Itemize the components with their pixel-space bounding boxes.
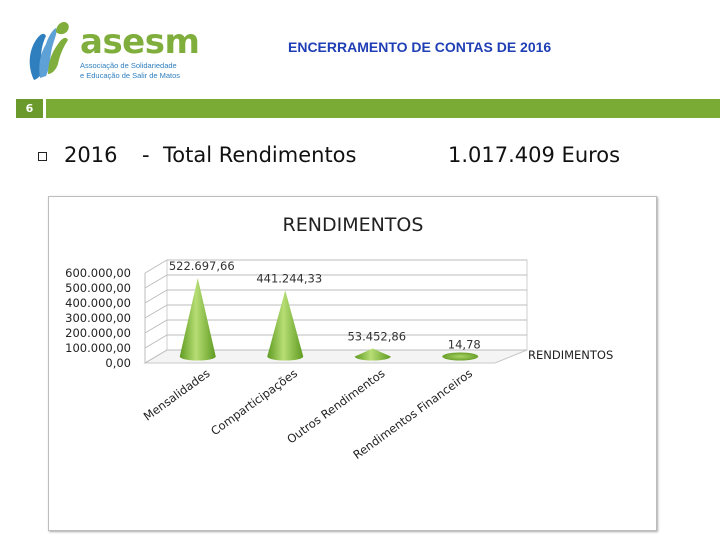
logo-wordmark: asesm — [80, 22, 200, 62]
chart-title: RENDIMENTOS — [283, 214, 424, 236]
summary-year: 2016 — [64, 143, 118, 167]
chart-cones — [179, 278, 479, 361]
y-tick-label: 500.000,00 — [65, 281, 131, 295]
cone-base — [442, 352, 479, 361]
cone-body — [179, 278, 216, 361]
y-tick-label: 400.000,00 — [65, 296, 131, 310]
legend-series-label: RENDIMENTOS — [528, 348, 613, 362]
x-tick-label: Mensalidades — [141, 366, 213, 423]
x-tick-label: Comparticipações — [208, 366, 300, 438]
bullet-square-icon — [38, 152, 47, 161]
cone-body — [267, 290, 304, 361]
y-tick-label: 300.000,00 — [65, 311, 131, 325]
cone-bar — [354, 348, 391, 361]
cone-bar — [179, 278, 216, 361]
data-label: 53.452,86 — [347, 329, 406, 343]
gridline-side — [144, 289, 168, 304]
gridline-side — [144, 304, 168, 319]
y-tick-label: 0,00 — [105, 356, 131, 370]
gridline-side — [144, 274, 168, 289]
summary-separator: - — [142, 143, 150, 167]
data-label: 441.244,33 — [256, 271, 322, 285]
summary-total: 1.017.409 Euros — [448, 143, 621, 167]
gridline-side — [144, 259, 168, 274]
logo-hands-icon — [29, 22, 69, 80]
data-label: 522.697,66 — [169, 259, 235, 273]
cone-bar — [442, 352, 479, 361]
gridline-side — [144, 319, 168, 334]
y-tick-label: 200.000,00 — [65, 326, 131, 340]
gridline-side — [144, 349, 168, 364]
page-title: ENCERRAMENTO DE CONTAS DE 2016 — [288, 39, 552, 55]
logo-subtitle-line-1: Associação de Solidariedade — [80, 61, 177, 70]
slide-number: 6 — [16, 99, 43, 118]
gridline-side — [144, 334, 168, 349]
asesm-logo: asesm Associação de Solidariedade e Educ… — [26, 18, 200, 84]
summary-label: Total Rendimentos — [163, 143, 357, 167]
chart-frame: RENDIMENTOS 0,00 100.000,00 200.000,00 300.… — [48, 196, 657, 531]
data-label: 14,78 — [448, 337, 481, 351]
data-labels: 522.697,66 441.244,33 53.452,86 14,78 — [169, 259, 481, 351]
header-divider-bar — [46, 99, 720, 118]
y-tick-label: 600.000,00 — [65, 266, 131, 280]
rendimentos-chart: RENDIMENTOS 0,00100.000,00200.000,00300.… — [65, 214, 613, 462]
chart-grid — [143, 259, 528, 364]
y-tick-label: 100.000,00 — [65, 341, 131, 355]
y-axis-ticks: 0,00100.000,00200.000,00300.000,00400.00… — [65, 266, 131, 370]
logo-subtitle-line-2: e Educação de Salir de Matos — [80, 71, 181, 80]
cone-body — [354, 348, 391, 361]
cone-bar — [267, 290, 304, 361]
